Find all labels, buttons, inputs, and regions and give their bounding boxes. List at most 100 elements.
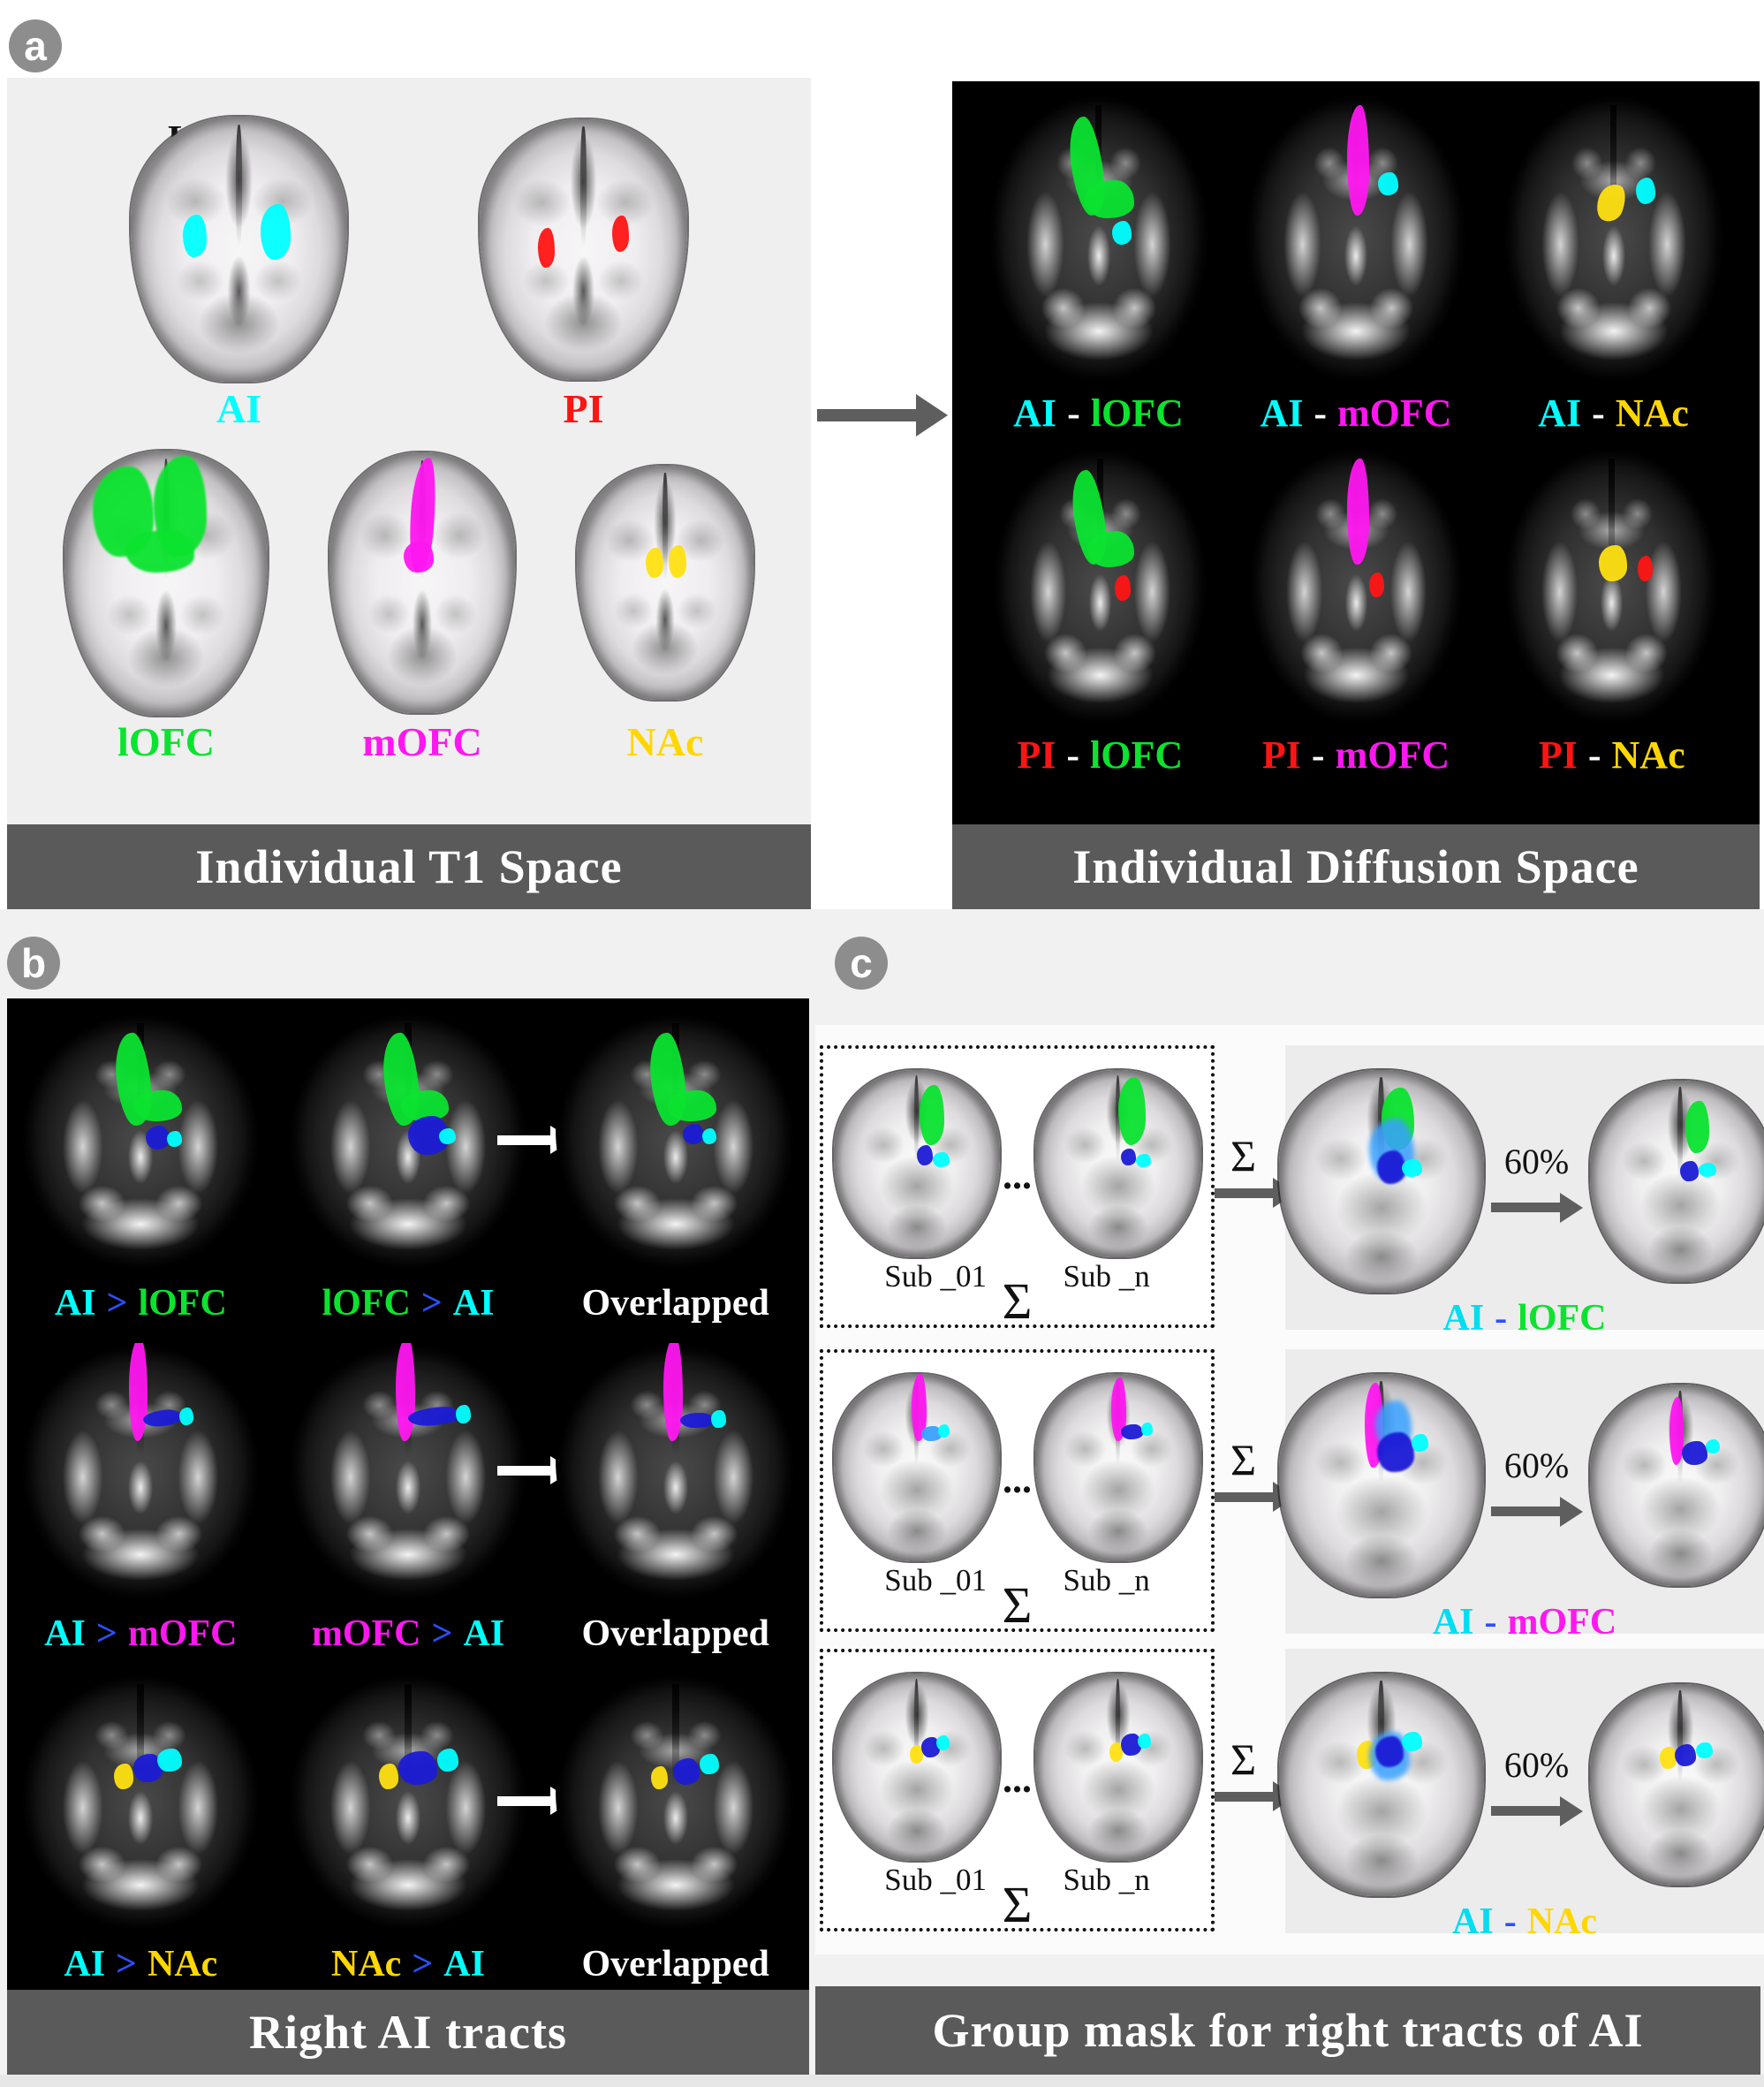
roi-ai bbox=[1136, 1154, 1152, 1168]
label-part: PI bbox=[1017, 733, 1056, 778]
result-box-lofc: 60% AI - lOFC bbox=[1278, 1045, 1764, 1339]
sum-symbol: Σ bbox=[1002, 1576, 1033, 1634]
roi-ai bbox=[933, 1152, 950, 1168]
brain-fa-lofc-gt-ai bbox=[287, 1013, 528, 1271]
b-cell-overlap-mofc: Overlapped bbox=[497, 1343, 809, 1659]
roi-ai-left bbox=[182, 215, 207, 257]
overlap-blue bbox=[1121, 1733, 1141, 1757]
ellipsis-label: ... bbox=[1003, 1154, 1032, 1197]
b-cell-ai-gt-nac: AI > NAc bbox=[7, 1673, 275, 1990]
label-part: PI bbox=[563, 386, 604, 431]
t1-label-ai: AI bbox=[216, 386, 261, 432]
diffusion-row-ai: AI - lOFC AI - mOFC AI - NAc bbox=[952, 81, 1760, 435]
label-part: > bbox=[106, 1283, 128, 1324]
roi-nac bbox=[379, 1764, 399, 1790]
roi-ai bbox=[439, 1128, 457, 1144]
subjects-brains bbox=[823, 1374, 1211, 1561]
b-label-ai-gt-lofc: AI > lOFC bbox=[55, 1283, 227, 1329]
threshold-arrow-block: 60% bbox=[1484, 1445, 1590, 1527]
label-part: - bbox=[1314, 391, 1328, 435]
diffusion-row-pi: PI - lOFC PI - mOFC PI - NAc bbox=[952, 435, 1760, 777]
label-part: mOFC bbox=[1507, 1602, 1617, 1643]
panel-a-badge-letter: a bbox=[24, 23, 47, 69]
roi-ai bbox=[937, 1424, 950, 1438]
result-label-ai-lofc: AI - lOFC bbox=[1285, 1298, 1764, 1339]
label-part: > bbox=[116, 1944, 137, 1985]
t1-label-pi: PI bbox=[563, 386, 604, 432]
result-label-ai-mofc: AI - mOFC bbox=[1285, 1602, 1764, 1643]
diffusion-label-pi-nac: PI - NAc bbox=[1539, 733, 1685, 777]
roi-ai bbox=[167, 1131, 182, 1147]
roi-ai bbox=[711, 1409, 726, 1429]
label-part: lOFC bbox=[138, 1283, 227, 1324]
roi-ai bbox=[1401, 1158, 1422, 1177]
diffusion-label-pi-mofc: PI - mOFC bbox=[1262, 733, 1450, 777]
label-part: AI bbox=[463, 1613, 505, 1654]
roi-ai bbox=[1696, 1742, 1713, 1759]
brain-mni-sub01-nac bbox=[833, 1673, 1000, 1861]
label-part: - bbox=[1503, 1901, 1517, 1942]
brain-fa-pi-lofc bbox=[991, 447, 1208, 726]
brain-t1-nac bbox=[577, 466, 753, 701]
label-part: lOFC bbox=[1090, 391, 1184, 435]
c-row-lofc: ... Sub _01 Sub _n Σ Σ bbox=[815, 1045, 1764, 1339]
panel-b-right-ai-tracts: AI > lOFC lOFC > AI Overlap bbox=[7, 998, 809, 1990]
t1-label-lofc: lOFC bbox=[117, 718, 215, 765]
subjects-box-lofc: ... Sub _01 Sub _n Σ bbox=[820, 1045, 1215, 1330]
brain-mni-subn-lofc bbox=[1034, 1070, 1201, 1257]
roi-nac bbox=[1660, 1746, 1677, 1769]
banner-individual-diffusion-space-text: Individual Diffusion Space bbox=[1072, 840, 1639, 893]
roi-pi-right bbox=[612, 215, 630, 252]
b-label-overlap-mofc: Overlapped bbox=[581, 1613, 768, 1659]
brain-mni-thresholded-mofc bbox=[1589, 1385, 1764, 1586]
label-part: mOFC bbox=[311, 1613, 421, 1654]
label-part: AI bbox=[1538, 391, 1582, 435]
roi-ai bbox=[1138, 1733, 1152, 1749]
subn-label: Sub _n bbox=[1063, 1259, 1150, 1294]
subn-label: Sub _n bbox=[1063, 1563, 1150, 1598]
roi-mofc-blob bbox=[404, 541, 434, 573]
panel-b-badge-letter: b bbox=[20, 940, 47, 986]
roi-ai bbox=[1140, 1423, 1153, 1436]
brain-fa-pi-nac bbox=[1503, 447, 1721, 726]
panel-a-badge: a bbox=[9, 19, 62, 72]
b-label-mofc-gt-ai: mOFC > AI bbox=[312, 1613, 504, 1659]
label-part: - bbox=[1067, 391, 1080, 435]
t1-label-mofc: mOFC bbox=[362, 719, 481, 765]
sum-symbol-outer: Σ bbox=[1230, 1734, 1257, 1784]
overlap-blue bbox=[921, 1426, 942, 1442]
roi-ai bbox=[1111, 221, 1132, 245]
brain-t1-mofc bbox=[329, 452, 515, 714]
b-label-ai-gt-mofc: AI > mOFC bbox=[44, 1613, 237, 1659]
roi-pi bbox=[1638, 556, 1654, 581]
label-part: > bbox=[95, 1613, 117, 1654]
panel-c-badge-letter: c bbox=[850, 940, 873, 986]
b-label-lofc-gt-ai: lOFC > AI bbox=[322, 1283, 495, 1329]
tract-lofc-branch bbox=[133, 1089, 182, 1121]
tract-nac bbox=[1599, 544, 1627, 581]
label-part: lOFC bbox=[117, 718, 215, 764]
b-cell-ai-gt-lofc: AI > lOFC bbox=[7, 1013, 275, 1329]
diffusion-cell-ai-mofc: AI - mOFC bbox=[1245, 94, 1467, 435]
overlap-blue bbox=[398, 1750, 437, 1785]
brain-mni-sub01-lofc bbox=[833, 1070, 1000, 1257]
roi-ai bbox=[1401, 1731, 1422, 1752]
overlap-blue bbox=[142, 1408, 183, 1428]
roi-nac bbox=[909, 1744, 923, 1764]
footer-strip bbox=[0, 2075, 1764, 2087]
overlap-blue bbox=[133, 1753, 163, 1782]
roi-nac bbox=[1109, 1742, 1124, 1762]
brain-t1-pi bbox=[480, 118, 687, 380]
banner-right-ai-tracts-text: Right AI tracts bbox=[249, 2006, 567, 2059]
b-row-mofc: AI > mOFC mOFC > AI Overlapped bbox=[7, 1329, 809, 1659]
diffusion-label-ai-lofc: AI - lOFC bbox=[1013, 391, 1184, 435]
banner-right-ai-tracts: Right AI tracts bbox=[7, 1990, 809, 2075]
roi-pi-left bbox=[537, 228, 555, 268]
panel-a-t1-space: L AI PI bbox=[7, 78, 811, 824]
tract-lofc-branch bbox=[1085, 180, 1134, 219]
tract-mofc bbox=[911, 1374, 927, 1442]
sum-symbol: Σ bbox=[1002, 1272, 1033, 1330]
b-label-nac-gt-ai: NAc > AI bbox=[331, 1944, 485, 1990]
subjects-brains bbox=[823, 1070, 1211, 1257]
diffusion-cell-ai-nac: AI - NAc bbox=[1502, 94, 1725, 435]
